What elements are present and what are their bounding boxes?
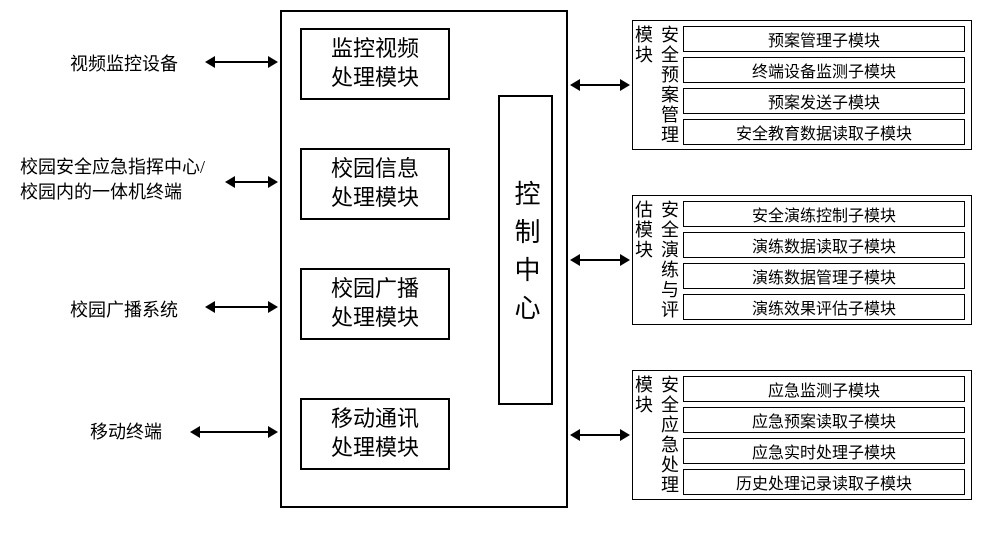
sub-1-3: 演练效果评估子模块 (683, 294, 965, 320)
group-plan-title: 安全预案管理模块 (636, 25, 676, 147)
arrow-head-right-icon (620, 254, 630, 266)
module-info-l1: 校园信息 (331, 156, 419, 181)
sub-1-2: 演练数据管理子模块 (683, 263, 965, 289)
sub-1-0: 安全演练控制子模块 (683, 201, 965, 227)
sub-0-3: 安全教育数据读取子模块 (683, 119, 965, 145)
arrow-line (578, 434, 622, 436)
group-drill: 安全演练与评估模块 安全演练控制子模块 演练数据读取子模块 演练数据管理子模块 … (632, 195, 972, 325)
arrow-head-right-icon (620, 429, 630, 441)
arrow-head-left-icon (205, 301, 215, 313)
module-video-l2: 处理模块 (331, 65, 419, 90)
module-mobile-l1: 移动通讯 (331, 406, 419, 431)
arrow-head-right-icon (268, 56, 278, 68)
module-mobile: 移动通讯处理模块 (300, 398, 450, 470)
arrow-line (213, 61, 270, 63)
group-drill-title: 安全演练与评估模块 (636, 200, 676, 322)
arrow-head-left-icon (190, 426, 200, 438)
ext-label-1: 校园安全应急指挥中心/ 校园内的一体机终端 (20, 155, 205, 205)
arrow-line (213, 306, 270, 308)
group-plan: 安全预案管理模块 预案管理子模块 终端设备监测子模块 预案发送子模块 安全教育数… (632, 20, 972, 150)
module-video-l1: 监控视频 (331, 36, 419, 61)
arrow-head-left-icon (570, 254, 580, 266)
sub-2-1: 应急预案读取子模块 (683, 407, 965, 433)
ext-label-2: 校园广播系统 (70, 298, 178, 323)
module-broadcast: 校园广播处理模块 (300, 268, 450, 340)
sub-1-1: 演练数据读取子模块 (683, 232, 965, 258)
arrow-head-left-icon (570, 79, 580, 91)
group-emergency-title: 安全应急处理模块 (636, 375, 676, 497)
module-info-l2: 处理模块 (331, 185, 419, 210)
ext-label-0: 视频监控设备 (70, 52, 178, 77)
sub-0-2: 预案发送子模块 (683, 88, 965, 114)
arrow-line (578, 84, 622, 86)
module-info: 校园信息处理模块 (300, 148, 450, 220)
arrow-head-left-icon (225, 176, 235, 188)
control-center: 控制中心 (498, 95, 553, 405)
arrow-line (233, 181, 270, 183)
arrow-head-right-icon (268, 426, 278, 438)
arrow-head-right-icon (268, 176, 278, 188)
ext-label-1-text: 校园安全应急指挥中心/ 校园内的一体机终端 (20, 157, 205, 202)
sub-2-0: 应急监测子模块 (683, 376, 965, 402)
arrow-head-right-icon (268, 301, 278, 313)
sub-0-0: 预案管理子模块 (683, 26, 965, 52)
sub-0-1: 终端设备监测子模块 (683, 57, 965, 83)
module-broadcast-l1: 校园广播 (331, 276, 419, 301)
ext-label-3: 移动终端 (90, 420, 162, 445)
arrow-head-left-icon (205, 56, 215, 68)
module-broadcast-l2: 处理模块 (331, 305, 419, 330)
group-emergency: 安全应急处理模块 应急监测子模块 应急预案读取子模块 应急实时处理子模块 历史处… (632, 370, 972, 500)
arrow-line (578, 259, 622, 261)
arrow-line (198, 431, 270, 433)
sub-2-2: 应急实时处理子模块 (683, 438, 965, 464)
module-mobile-l2: 处理模块 (331, 435, 419, 460)
arrow-head-left-icon (570, 429, 580, 441)
arrow-head-right-icon (620, 79, 630, 91)
module-video: 监控视频处理模块 (300, 28, 450, 100)
sub-2-3: 历史处理记录读取子模块 (683, 469, 965, 495)
